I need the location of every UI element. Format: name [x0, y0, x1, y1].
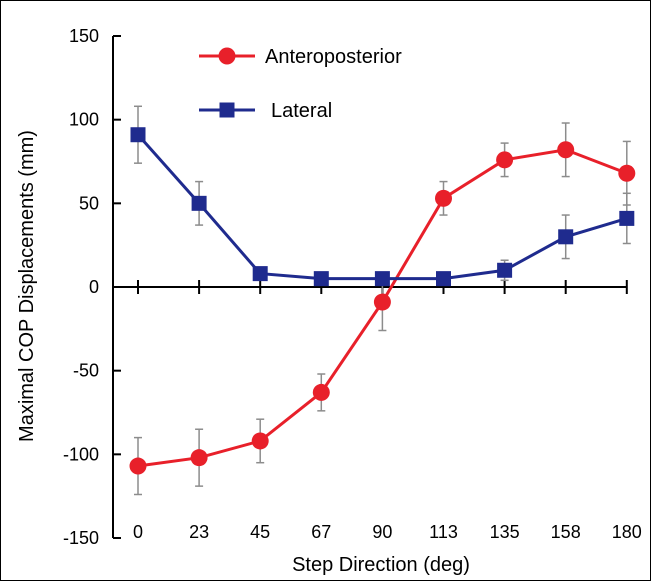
- anteroposterior-point: [251, 432, 269, 450]
- y-tick-label: 50: [79, 193, 99, 213]
- y-tick-label: -100: [63, 444, 99, 464]
- x-tick-label: 67: [311, 522, 331, 542]
- axes: -150 -100 -50 0 50 100 150 0 23 45 67 90 113 135 158 18…: [63, 26, 642, 548]
- y-tick-label: 100: [69, 110, 99, 130]
- x-tick-label: 113: [429, 522, 458, 542]
- y-tick-label: 150: [69, 26, 99, 46]
- lateral-point: [313, 271, 329, 287]
- anteroposterior-point: [618, 164, 636, 182]
- y-tick-label: -50: [73, 361, 99, 381]
- x-tick-label: 158: [551, 522, 581, 542]
- legend: Anteroposterior Lateral: [199, 46, 402, 122]
- x-tick-label: 0: [133, 522, 143, 542]
- anteroposterior-legend-marker: [218, 47, 236, 65]
- lateral-series-line: [136, 133, 628, 281]
- anteroposterior-point: [129, 457, 147, 475]
- lateral-point: [191, 195, 207, 211]
- anteroposterior-point: [373, 293, 391, 311]
- anteroposterior-point: [557, 141, 575, 159]
- lateral-point: [436, 271, 451, 287]
- x-tick-label: 45: [250, 522, 270, 542]
- lateral-point: [130, 127, 146, 143]
- anteroposterior-legend-label: Anteroposterior: [265, 46, 402, 68]
- lateral-point: [558, 229, 574, 245]
- anteroposterior-point: [190, 449, 208, 467]
- x-tick-label: 23: [189, 522, 209, 542]
- anteroposterior-point: [496, 151, 514, 169]
- lateral-point: [619, 210, 635, 226]
- x-tick-label: 135: [490, 522, 520, 542]
- y-axis-title: Maximal COP Displacements (mm): [16, 130, 38, 442]
- lateral-point: [497, 262, 513, 278]
- y-tick-label: 0: [89, 277, 99, 297]
- x-tick-label: 90: [372, 522, 392, 542]
- anteroposterior-point: [312, 383, 330, 401]
- lateral-point: [252, 266, 268, 282]
- x-tick-label: 180: [612, 522, 642, 542]
- series-markers: [129, 127, 636, 475]
- lateral-legend-label: Lateral: [271, 100, 332, 122]
- lateral-point: [374, 271, 390, 287]
- y-tick-label: -150: [63, 528, 99, 548]
- anteroposterior-point: [435, 189, 452, 207]
- x-axis-title: Step Direction (deg): [292, 554, 470, 576]
- lateral-legend-marker: [219, 102, 235, 118]
